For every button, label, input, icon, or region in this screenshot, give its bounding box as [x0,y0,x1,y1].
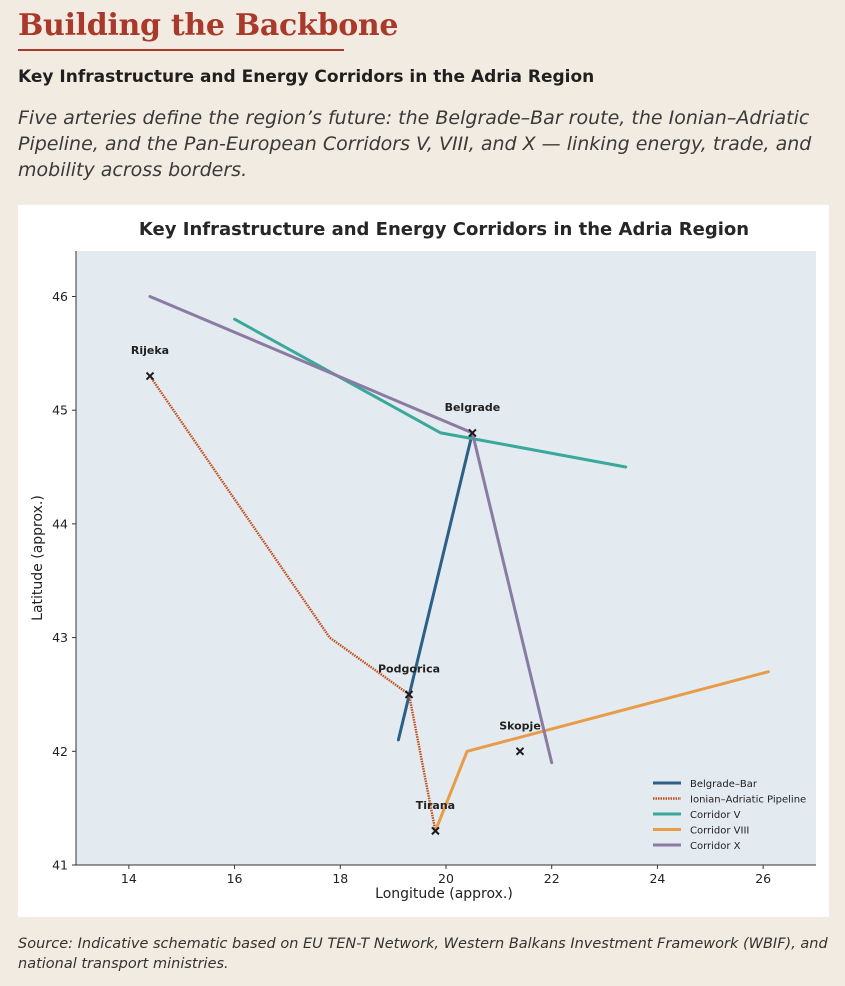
chart-panel: Key Infrastructure and Energy Corridors … [18,205,829,917]
source-note: Source: Indicative schematic based on EU… [18,936,828,972]
x-tick-label: 24 [649,871,665,886]
y-tick-label: 42 [52,744,68,759]
x-axis-label: Longitude (approx.) [375,886,513,902]
x-tick-label: 22 [544,871,560,886]
city-label-belgrade: Belgrade [445,401,501,414]
y-axis-label: Latitude (approx.) [30,495,46,621]
y-tick-label: 43 [52,630,68,645]
city-marker-skopje [515,747,525,756]
y-tick-label: 46 [52,289,68,304]
city-label-skopje: Skopje [499,719,541,732]
chart-title: Key Infrastructure and Energy Corridors … [139,219,749,240]
city-marker-belgrade [468,428,477,438]
city-marker-tirana [431,826,440,836]
x-tick-label: 26 [755,871,771,886]
page-subtitle: Key Infrastructure and Energy Corridors … [18,67,595,87]
series-line-belgrade-bar [396,431,474,742]
page-dek: Five arteries define the region’s future… [18,107,812,181]
legend-label-corridor-x: Corridor X [690,841,741,852]
series-line-ionian-adriatic-pipeline [149,375,437,832]
legend-label-corridor-viii: Corridor VIII [690,826,749,837]
x-tick-label: 20 [438,871,454,886]
city-marker-rijeka [145,371,155,381]
city-marker-podgorica [404,690,414,699]
legend-label-ionian-adriatic-pipeline: Ionian–Adriatic Pipeline [690,795,806,806]
city-layer: Rijeka Belgrade Podgorica Skopje Tirana [131,344,541,836]
chart-legend: Belgrade–Bar Ionian–Adriatic Pipeline Corr… [653,779,806,852]
city-label-tirana: Tirana [416,799,455,812]
y-tick-label: 45 [52,403,68,418]
city-label-podgorica: Podgorica [378,662,440,675]
x-tick-label: 18 [332,871,348,886]
plot-area [76,251,816,865]
corridor-chart: Key Infrastructure and Energy Corridors … [30,219,816,902]
legend-label-corridor-v: Corridor V [690,810,741,821]
y-tick-label: 41 [52,858,68,873]
x-tick-label: 16 [227,871,243,886]
y-tick-label: 44 [52,516,68,531]
x-tick-label: 14 [121,871,137,886]
city-label-rijeka: Rijeka [131,344,169,357]
legend-label-belgrade-bar: Belgrade–Bar [690,779,758,790]
page-headline: Building the Backbone [18,8,399,51]
series-line-corridor-viii [433,670,770,833]
axis-layer: 14 16 18 20 22 24 26 41 42 43 44 45 46 [52,251,816,886]
